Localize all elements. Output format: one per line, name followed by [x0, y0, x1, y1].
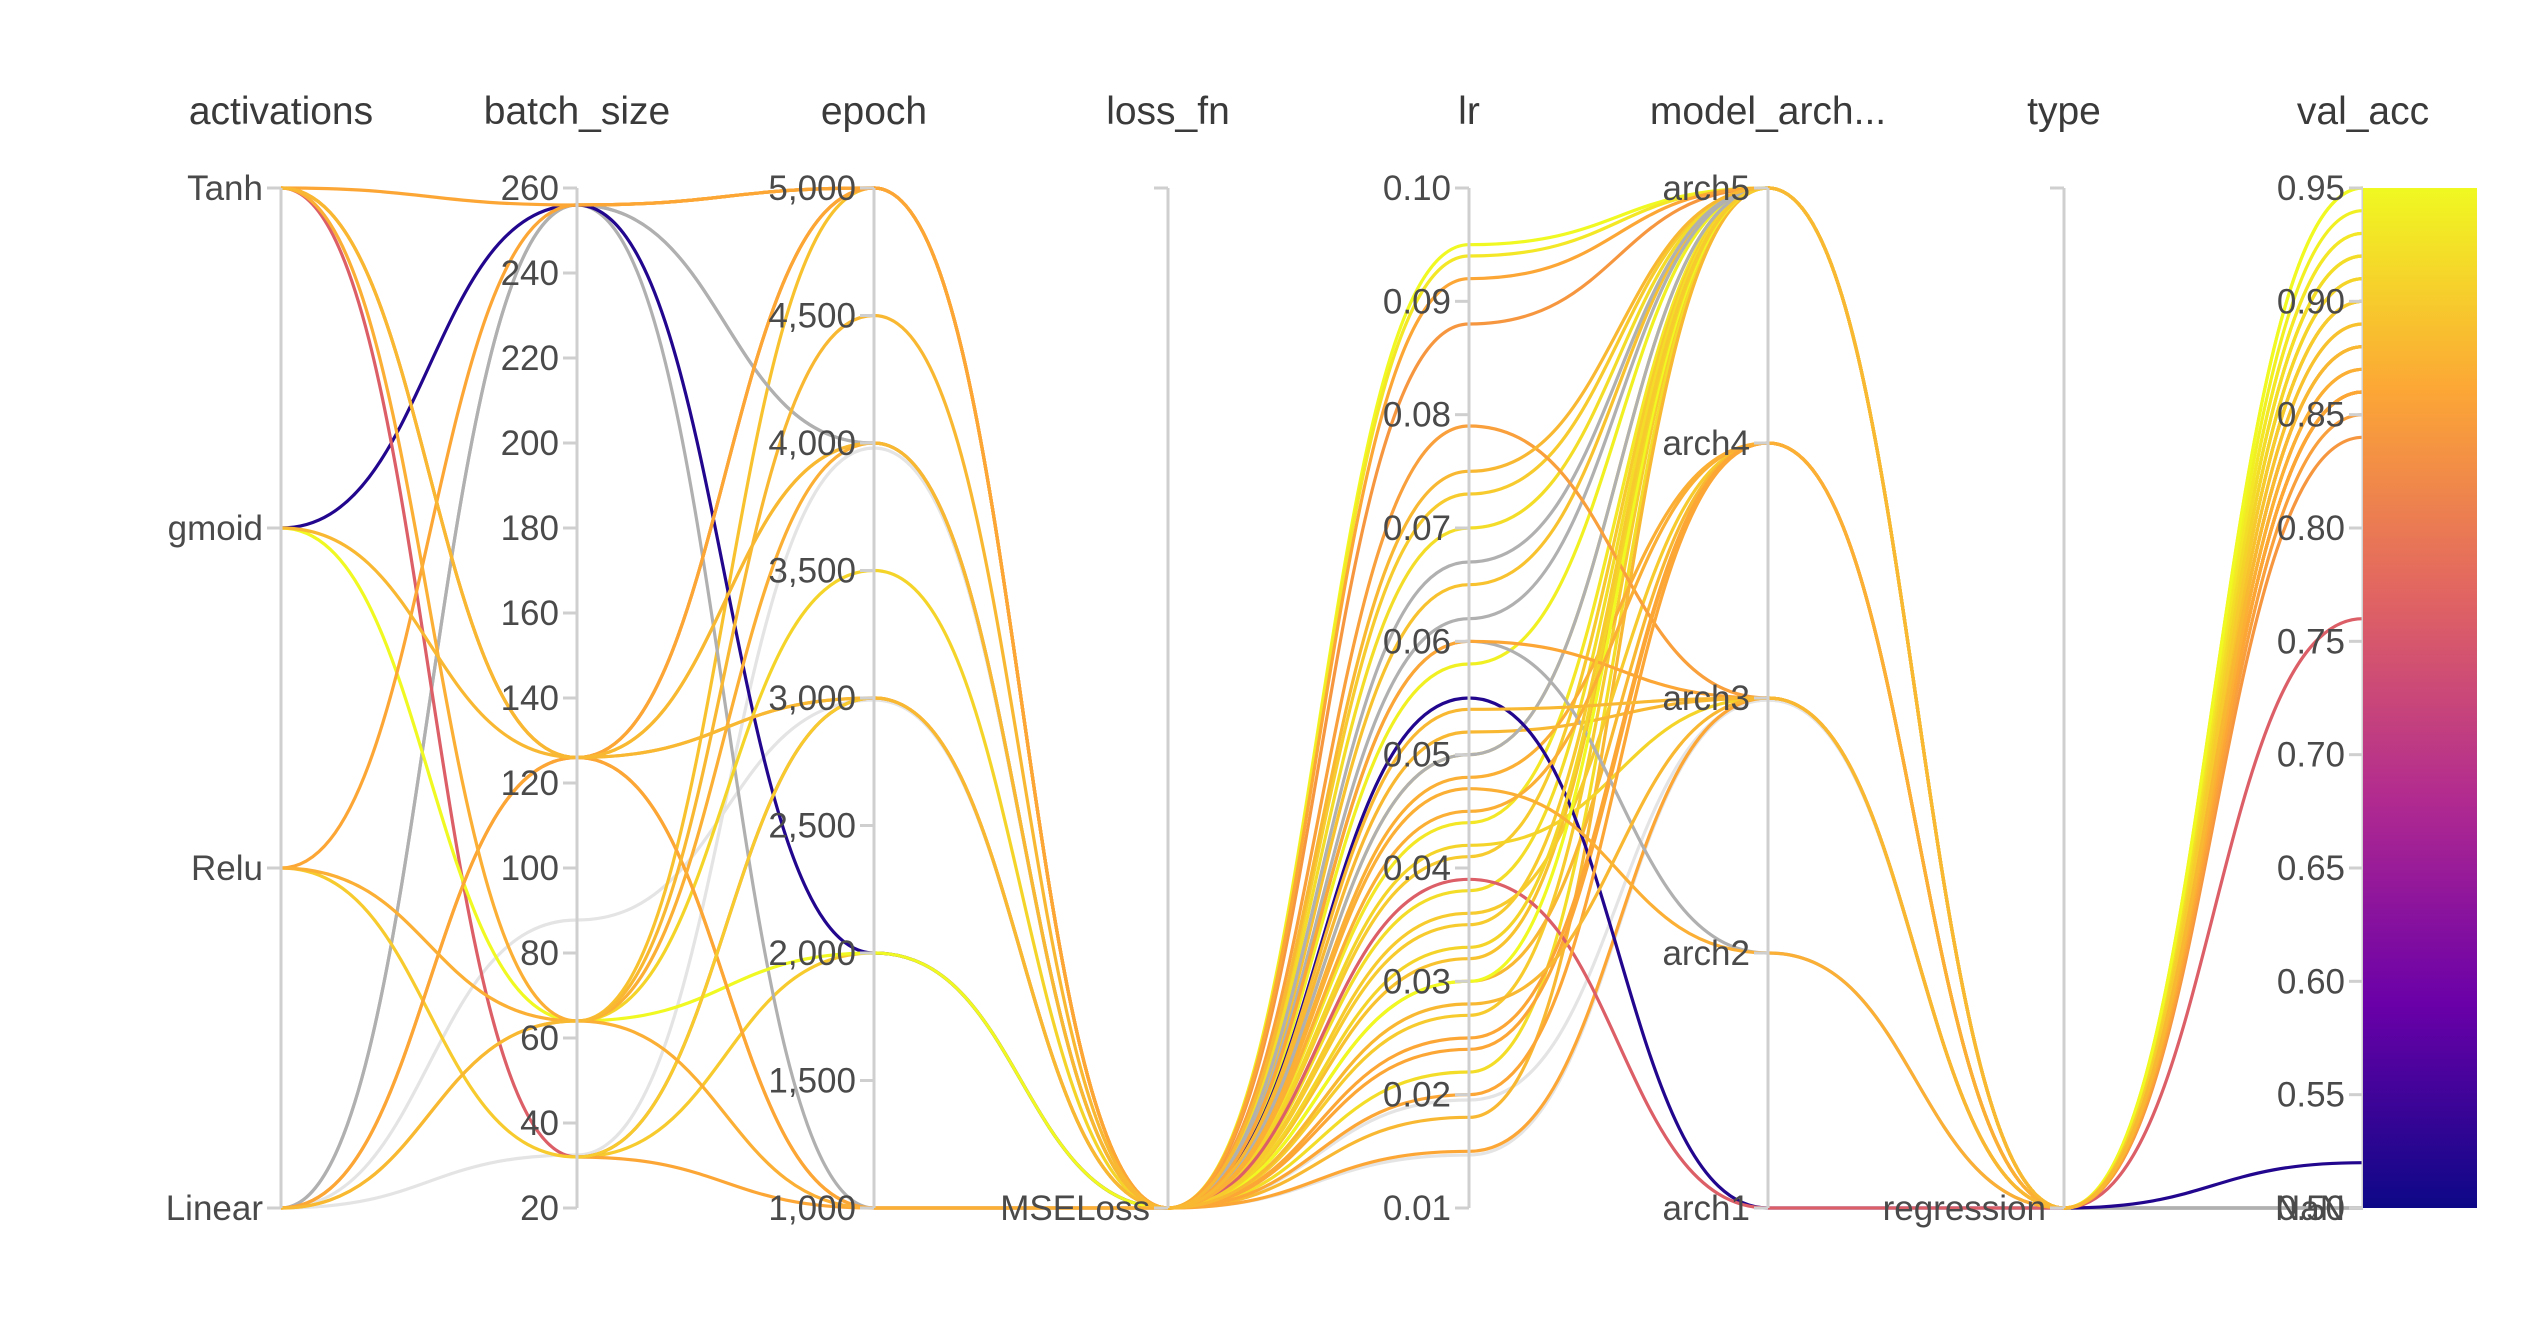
tick-label: 0.50	[2277, 1189, 2345, 1228]
tick-label: 200	[501, 424, 559, 463]
tick-label: Tanh	[187, 169, 263, 208]
tick-label: 0.70	[2277, 736, 2345, 775]
axis-activations: activations Linear Relu gmoid Tanh	[166, 90, 373, 1228]
tick-label: 4,500	[768, 297, 856, 336]
axis-title: lr	[1458, 90, 1480, 133]
tick-label: 1,500	[768, 1062, 856, 1101]
tick-label: 0.06	[1383, 622, 1451, 661]
tick-label: 0.01	[1383, 1189, 1451, 1228]
tick-label: 100	[501, 849, 559, 888]
tick-label: 260	[501, 169, 559, 208]
run-line-segment	[1167, 299, 2364, 1210]
axis-lr: lr 0.01 0.02 0.03 0.04 0.05 0.06 0.07 0.08 0.09 0.…	[1383, 90, 1480, 1228]
tick-label: arch2	[1662, 934, 1750, 973]
tick-label: 0.03	[1383, 962, 1451, 1001]
axis-title: val_acc	[2297, 90, 2429, 133]
axis-title: activations	[189, 90, 373, 133]
tick-label: 0.85	[2277, 396, 2345, 435]
tick-label: 40	[520, 1104, 559, 1143]
axis-title: epoch	[821, 90, 927, 133]
tick-label: MSELoss	[1000, 1189, 1150, 1228]
tick-label: 0.05	[1383, 736, 1451, 775]
axis-type: type regression	[1883, 90, 2101, 1228]
tick-label: Linear	[166, 1189, 264, 1228]
tick-label: 120	[501, 764, 559, 803]
colorbar	[2363, 188, 2477, 1208]
tick-label: 20	[520, 1189, 559, 1228]
tick-label: 3,000	[768, 679, 856, 718]
colorbar-rect	[2363, 188, 2477, 1208]
axes: activations Linear Relu gmoid Tanh batch_size…	[166, 90, 2429, 1228]
tick-label: 80	[520, 934, 559, 973]
axis-title: type	[2027, 90, 2101, 133]
run-line	[280, 186, 2364, 1210]
tick-label: arch3	[1662, 679, 1750, 718]
tick-label: 0.04	[1383, 849, 1451, 888]
tick-label: regression	[1883, 1189, 2046, 1228]
tick-label: 2,500	[768, 807, 856, 846]
tick-label: 180	[501, 509, 559, 548]
tick-label: gmoid	[168, 509, 263, 548]
tick-label: 0.08	[1383, 396, 1451, 435]
tick-label: 240	[501, 254, 559, 293]
tick-label: 0.09	[1383, 282, 1451, 321]
tick-label: 0.02	[1383, 1076, 1451, 1115]
run-line	[280, 313, 2364, 1210]
tick-label: 0.55	[2277, 1076, 2345, 1115]
tick-label: 3,500	[768, 552, 856, 591]
tick-label: 140	[501, 679, 559, 718]
tick-label: 0.95	[2277, 169, 2345, 208]
run-line	[280, 367, 2364, 1210]
tick-label: 0.75	[2277, 622, 2345, 661]
axis-title: loss_fn	[1106, 90, 1230, 133]
nan-label: NaN	[2275, 1189, 2345, 1228]
tick-label: 0.10	[1383, 169, 1451, 208]
run-line-segment	[1167, 367, 2364, 1210]
tick-label: 0.80	[2277, 509, 2345, 548]
tick-label: 0.65	[2277, 849, 2345, 888]
tick-label: arch4	[1662, 424, 1750, 463]
tick-label: 2,000	[768, 934, 856, 973]
tick-label: 0.90	[2277, 282, 2345, 321]
axis-model_arch: model_arch... arch1 arch2 arch3 arch4 arch5	[1650, 90, 1886, 1228]
axis-epoch: epoch 1,000 1,500 2,000 2,500 3,000 3,500 4,000…	[768, 90, 927, 1228]
tick-label: 160	[501, 594, 559, 633]
axis-title: batch_size	[484, 90, 670, 133]
axis-loss_fn: loss_fn MSELoss	[1000, 90, 1230, 1228]
tick-label: 5,000	[768, 169, 856, 208]
tick-label: 0.60	[2277, 962, 2345, 1001]
tick-label: 0.07	[1383, 509, 1451, 548]
tick-label: Relu	[191, 849, 263, 888]
tick-label: 4,000	[768, 424, 856, 463]
tick-label: 1,000	[768, 1189, 856, 1228]
axis-batch_size: batch_size 20 40 60 80 100 120 140 160 180 200 220 2…	[484, 90, 670, 1228]
tick-label: arch5	[1662, 169, 1750, 208]
run-lines	[280, 186, 2364, 1210]
axis-title: model_arch...	[1650, 90, 1886, 133]
tick-label: 220	[501, 339, 559, 378]
tick-label: arch1	[1662, 1189, 1750, 1228]
tick-label: 60	[520, 1019, 559, 1058]
